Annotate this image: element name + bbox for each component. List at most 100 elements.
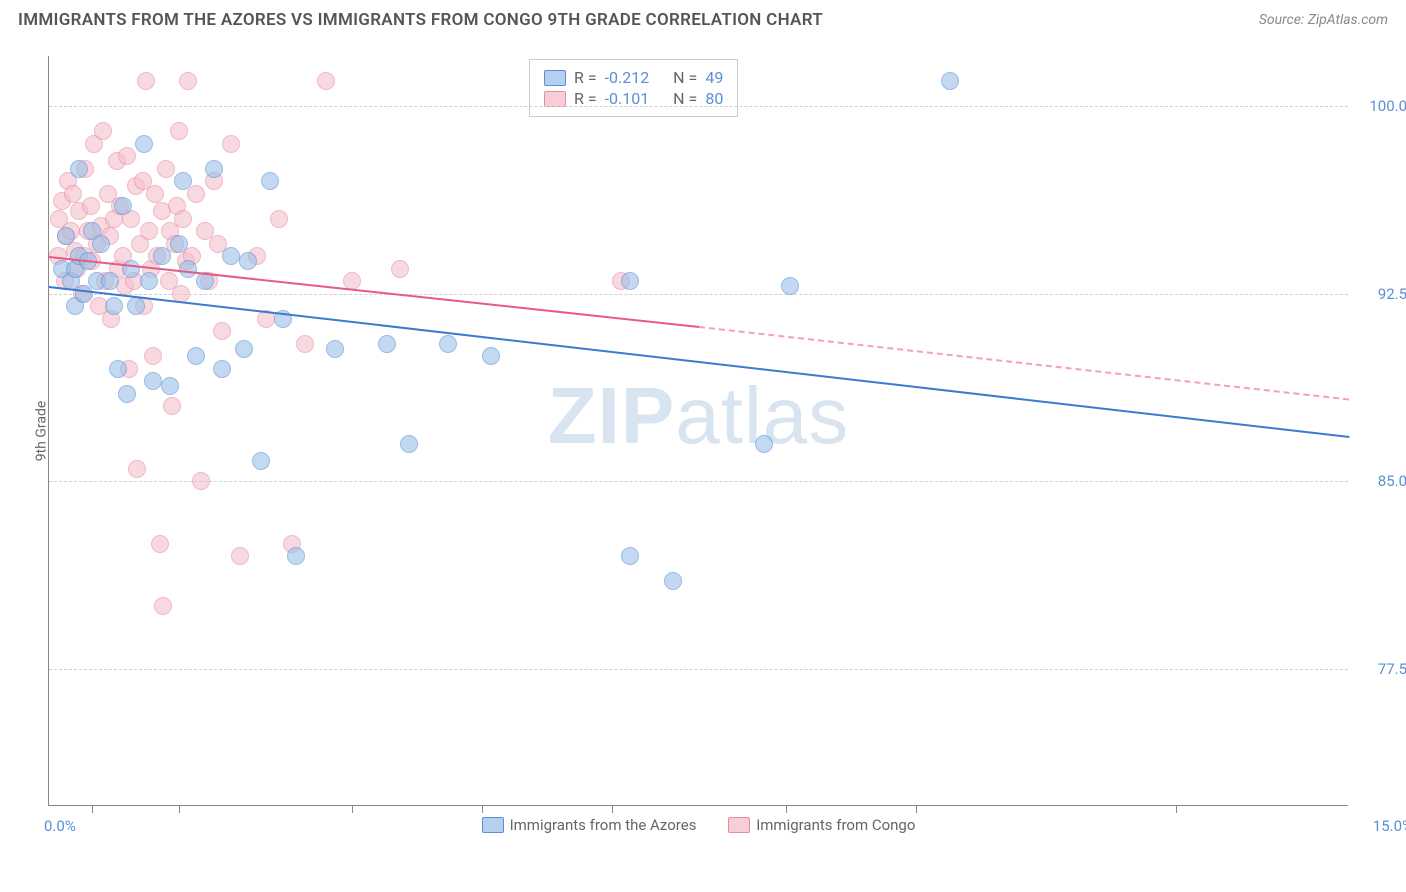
legend-item-azores: Immigrants from the Azores: [482, 816, 697, 834]
data-point: [64, 185, 82, 203]
watermark: ZIPatlas: [548, 370, 849, 462]
source-attribution: Source: ZipAtlas.com: [1259, 12, 1388, 28]
data-point: [222, 247, 240, 265]
data-point: [296, 335, 314, 353]
data-point: [118, 385, 136, 403]
xtick: [612, 805, 613, 813]
gridline: [49, 481, 1348, 482]
data-point: [140, 272, 158, 290]
data-point: [57, 227, 75, 245]
gridline: [49, 294, 1348, 295]
data-point: [317, 72, 335, 90]
legend-item-congo: Immigrants from Congo: [728, 816, 915, 834]
data-point: [94, 122, 112, 140]
data-point: [261, 172, 279, 190]
data-point: [781, 277, 799, 295]
n-value-azores: 49: [705, 68, 723, 87]
data-point: [161, 377, 179, 395]
data-point: [287, 547, 305, 565]
data-point: [109, 360, 127, 378]
data-point: [174, 210, 192, 228]
data-point: [222, 135, 240, 153]
data-point: [170, 235, 188, 253]
data-point: [170, 122, 188, 140]
data-point: [151, 535, 169, 553]
data-point: [755, 435, 773, 453]
ytick-label: 85.0%: [1358, 472, 1406, 490]
data-point: [140, 222, 158, 240]
data-point: [101, 272, 119, 290]
scatter-chart: ZIPatlas 9th Grade 0.0% 15.0% R = -0.212…: [48, 56, 1348, 806]
xtick: [179, 805, 180, 813]
data-point: [144, 372, 162, 390]
data-point: [941, 72, 959, 90]
header: IMMIGRANTS FROM THE AZORES VS IMMIGRANTS…: [0, 0, 1406, 38]
data-point: [205, 160, 223, 178]
data-point: [391, 260, 409, 278]
data-point: [154, 597, 172, 615]
data-point: [231, 547, 249, 565]
data-point: [400, 435, 418, 453]
gridline: [49, 106, 1348, 107]
data-point: [482, 347, 500, 365]
data-point: [378, 335, 396, 353]
regression-line: [49, 256, 699, 328]
data-point: [270, 210, 288, 228]
swatch-blue-icon: [544, 70, 566, 86]
series-legend: Immigrants from the Azores Immigrants fr…: [49, 816, 1348, 837]
correlation-legend: R = -0.212 N = 49 R = -0.101 N = 80: [529, 59, 738, 117]
data-point: [235, 340, 253, 358]
data-point: [192, 472, 210, 490]
data-point: [144, 347, 162, 365]
data-point: [179, 260, 197, 278]
data-point: [157, 160, 175, 178]
ytick-label: 77.5%: [1358, 660, 1406, 678]
xtick: [482, 805, 483, 813]
data-point: [82, 197, 100, 215]
data-point: [179, 72, 197, 90]
data-point: [137, 72, 155, 90]
data-point: [439, 335, 457, 353]
regression-line: [49, 286, 1349, 438]
data-point: [92, 235, 110, 253]
watermark-zip: ZIP: [548, 371, 675, 460]
xtick: [916, 805, 917, 813]
data-point: [163, 397, 181, 415]
data-point: [252, 452, 270, 470]
ytick-label: 92.5%: [1358, 285, 1406, 303]
data-point: [621, 547, 639, 565]
y-axis-label: 9th Grade: [33, 400, 49, 461]
data-point: [239, 252, 257, 270]
data-point: [326, 340, 344, 358]
source-name: ZipAtlas.com: [1308, 12, 1388, 28]
data-point: [70, 160, 88, 178]
swatch-blue-icon: [482, 817, 504, 833]
r-value-azores: -0.212: [605, 68, 650, 87]
regression-line: [699, 326, 1349, 400]
data-point: [213, 360, 231, 378]
source-label: Source:: [1259, 12, 1304, 28]
n-label: N =: [673, 68, 697, 87]
data-point: [135, 135, 153, 153]
xtick: [786, 805, 787, 813]
data-point: [146, 185, 164, 203]
swatch-pink-icon: [544, 91, 566, 107]
data-point: [664, 572, 682, 590]
data-point: [174, 172, 192, 190]
xtick: [92, 805, 93, 813]
gridline: [49, 669, 1348, 670]
swatch-pink-icon: [728, 817, 750, 833]
data-point: [118, 147, 136, 165]
data-point: [187, 347, 205, 365]
ytick-label: 100.0%: [1358, 97, 1406, 115]
legend-row-azores: R = -0.212 N = 49: [544, 68, 723, 87]
data-point: [621, 272, 639, 290]
data-point: [213, 322, 231, 340]
data-point: [153, 247, 171, 265]
data-point: [114, 197, 132, 215]
r-label: R =: [574, 68, 597, 87]
x-axis-max-label: 15.0%: [1373, 817, 1406, 835]
xtick: [352, 805, 353, 813]
chart-title: IMMIGRANTS FROM THE AZORES VS IMMIGRANTS…: [18, 10, 823, 30]
xtick: [1176, 805, 1177, 813]
